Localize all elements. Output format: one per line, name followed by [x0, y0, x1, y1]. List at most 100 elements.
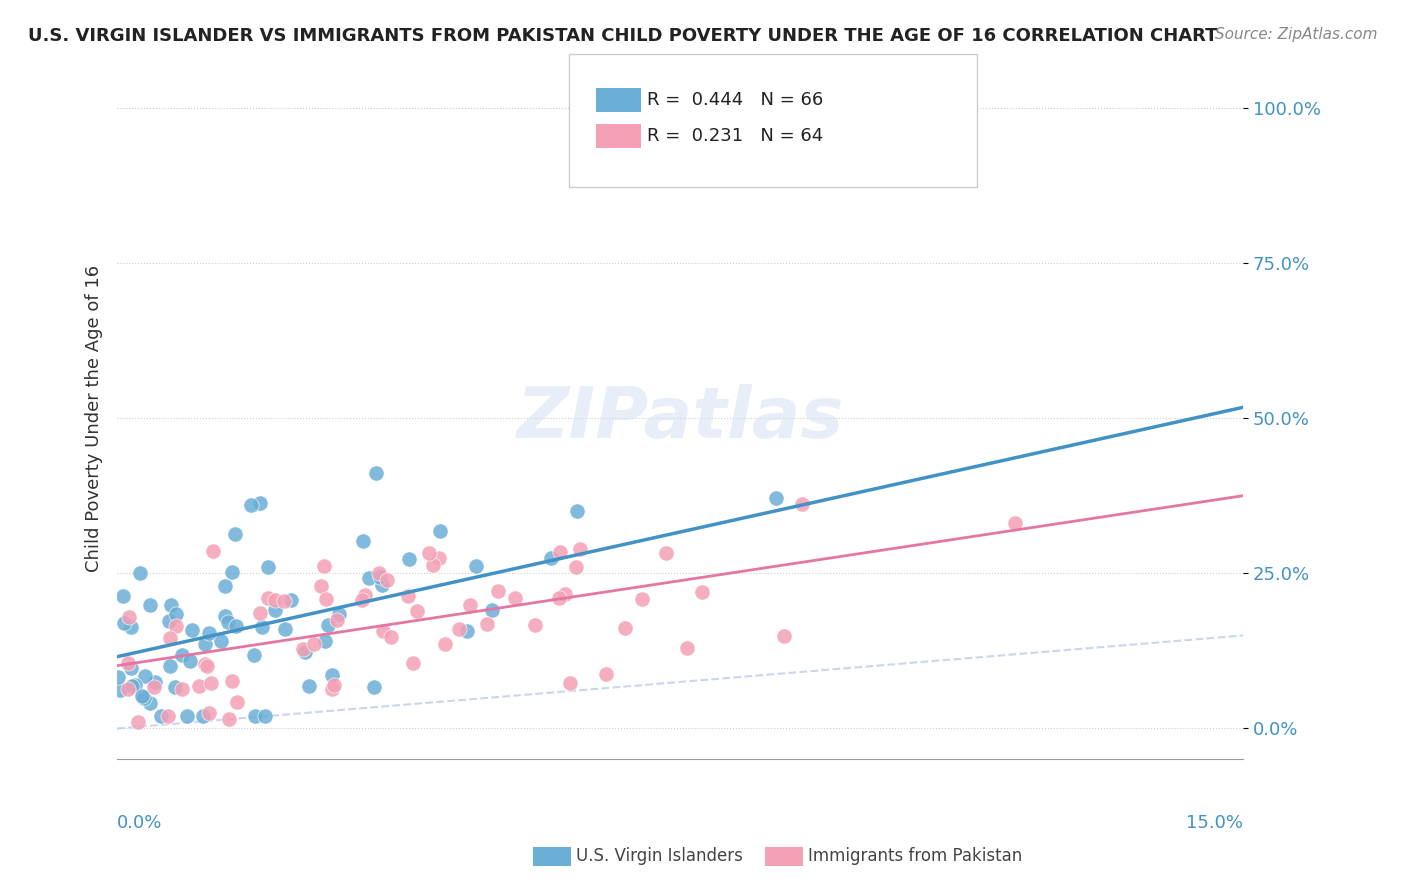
Point — [107, 670, 129, 684]
Point — [110, 683, 132, 698]
Point — [191, 709, 214, 723]
Point — [195, 659, 218, 673]
Point — [214, 608, 236, 623]
Point — [124, 678, 146, 692]
Point — [790, 497, 813, 511]
Point — [558, 676, 581, 690]
Text: R =  0.444   N = 66: R = 0.444 N = 66 — [647, 91, 823, 109]
Point — [181, 624, 204, 638]
Point — [209, 633, 232, 648]
Point — [315, 591, 337, 606]
Point — [540, 551, 562, 566]
Point — [170, 682, 193, 697]
Point — [127, 715, 149, 730]
Point — [179, 654, 201, 668]
Point — [614, 621, 637, 635]
Point — [131, 689, 153, 703]
Point — [243, 709, 266, 723]
Point — [523, 617, 546, 632]
Point — [322, 678, 344, 692]
Point — [427, 550, 450, 565]
Point — [240, 499, 263, 513]
Point — [655, 546, 678, 560]
Point — [121, 679, 143, 693]
Point — [447, 622, 470, 636]
Point — [149, 709, 172, 723]
Point — [352, 533, 374, 548]
Point — [201, 544, 224, 558]
Point — [773, 629, 796, 643]
Point — [321, 667, 343, 681]
Point — [226, 695, 249, 709]
Point — [298, 679, 321, 693]
Point — [257, 560, 280, 574]
Text: Immigrants from Pakistan: Immigrants from Pakistan — [808, 847, 1022, 865]
Point — [145, 674, 167, 689]
Point — [218, 712, 240, 726]
Point — [242, 648, 264, 663]
Point — [765, 491, 787, 505]
Point — [197, 626, 219, 640]
Point — [429, 524, 451, 538]
Point — [302, 637, 325, 651]
Point — [565, 560, 588, 574]
Text: ZIPatlas: ZIPatlas — [516, 384, 844, 453]
Point — [274, 622, 297, 636]
Point — [554, 587, 576, 601]
Point — [692, 585, 714, 599]
Text: U.S. Virgin Islanders: U.S. Virgin Islanders — [576, 847, 744, 865]
Point — [120, 620, 142, 634]
Y-axis label: Child Poverty Under the Age of 16: Child Poverty Under the Age of 16 — [86, 265, 103, 572]
Point — [198, 706, 221, 721]
Point — [165, 607, 187, 622]
Point — [172, 648, 194, 662]
Point — [363, 680, 385, 694]
Point — [569, 542, 592, 557]
Text: Source: ZipAtlas.com: Source: ZipAtlas.com — [1215, 27, 1378, 42]
Point — [465, 558, 488, 573]
Point — [456, 624, 478, 638]
Point — [373, 624, 395, 638]
Point — [200, 676, 222, 690]
Point — [253, 709, 276, 723]
Point — [280, 593, 302, 607]
Point — [249, 496, 271, 510]
Point — [117, 609, 139, 624]
Point — [398, 551, 420, 566]
Point — [221, 565, 243, 579]
Point — [357, 571, 380, 585]
Point — [486, 584, 509, 599]
Point — [188, 679, 211, 693]
Point — [550, 544, 572, 558]
Point — [291, 641, 314, 656]
Point — [249, 607, 271, 621]
Point — [120, 661, 142, 675]
Text: U.S. VIRGIN ISLANDER VS IMMIGRANTS FROM PAKISTAN CHILD POVERTY UNDER THE AGE OF : U.S. VIRGIN ISLANDER VS IMMIGRANTS FROM … — [28, 27, 1218, 45]
Point — [325, 613, 347, 627]
Point — [159, 631, 181, 645]
Point — [328, 607, 350, 621]
Point — [194, 637, 217, 651]
Point — [309, 579, 332, 593]
Point — [139, 598, 162, 612]
Point — [217, 615, 239, 630]
Point — [368, 570, 391, 584]
Point — [631, 591, 654, 606]
Point — [434, 637, 457, 651]
Point — [194, 657, 217, 671]
Point — [117, 656, 139, 670]
Point — [159, 659, 181, 673]
Point — [316, 618, 339, 632]
Point — [264, 603, 287, 617]
Point — [112, 616, 135, 631]
Point — [314, 634, 336, 648]
Point — [157, 709, 180, 723]
Point — [257, 591, 280, 606]
Point — [402, 657, 425, 671]
Point — [134, 690, 156, 705]
Point — [375, 573, 398, 587]
Point — [225, 619, 247, 633]
Point — [547, 591, 569, 605]
Point — [1004, 516, 1026, 530]
Point — [503, 591, 526, 605]
